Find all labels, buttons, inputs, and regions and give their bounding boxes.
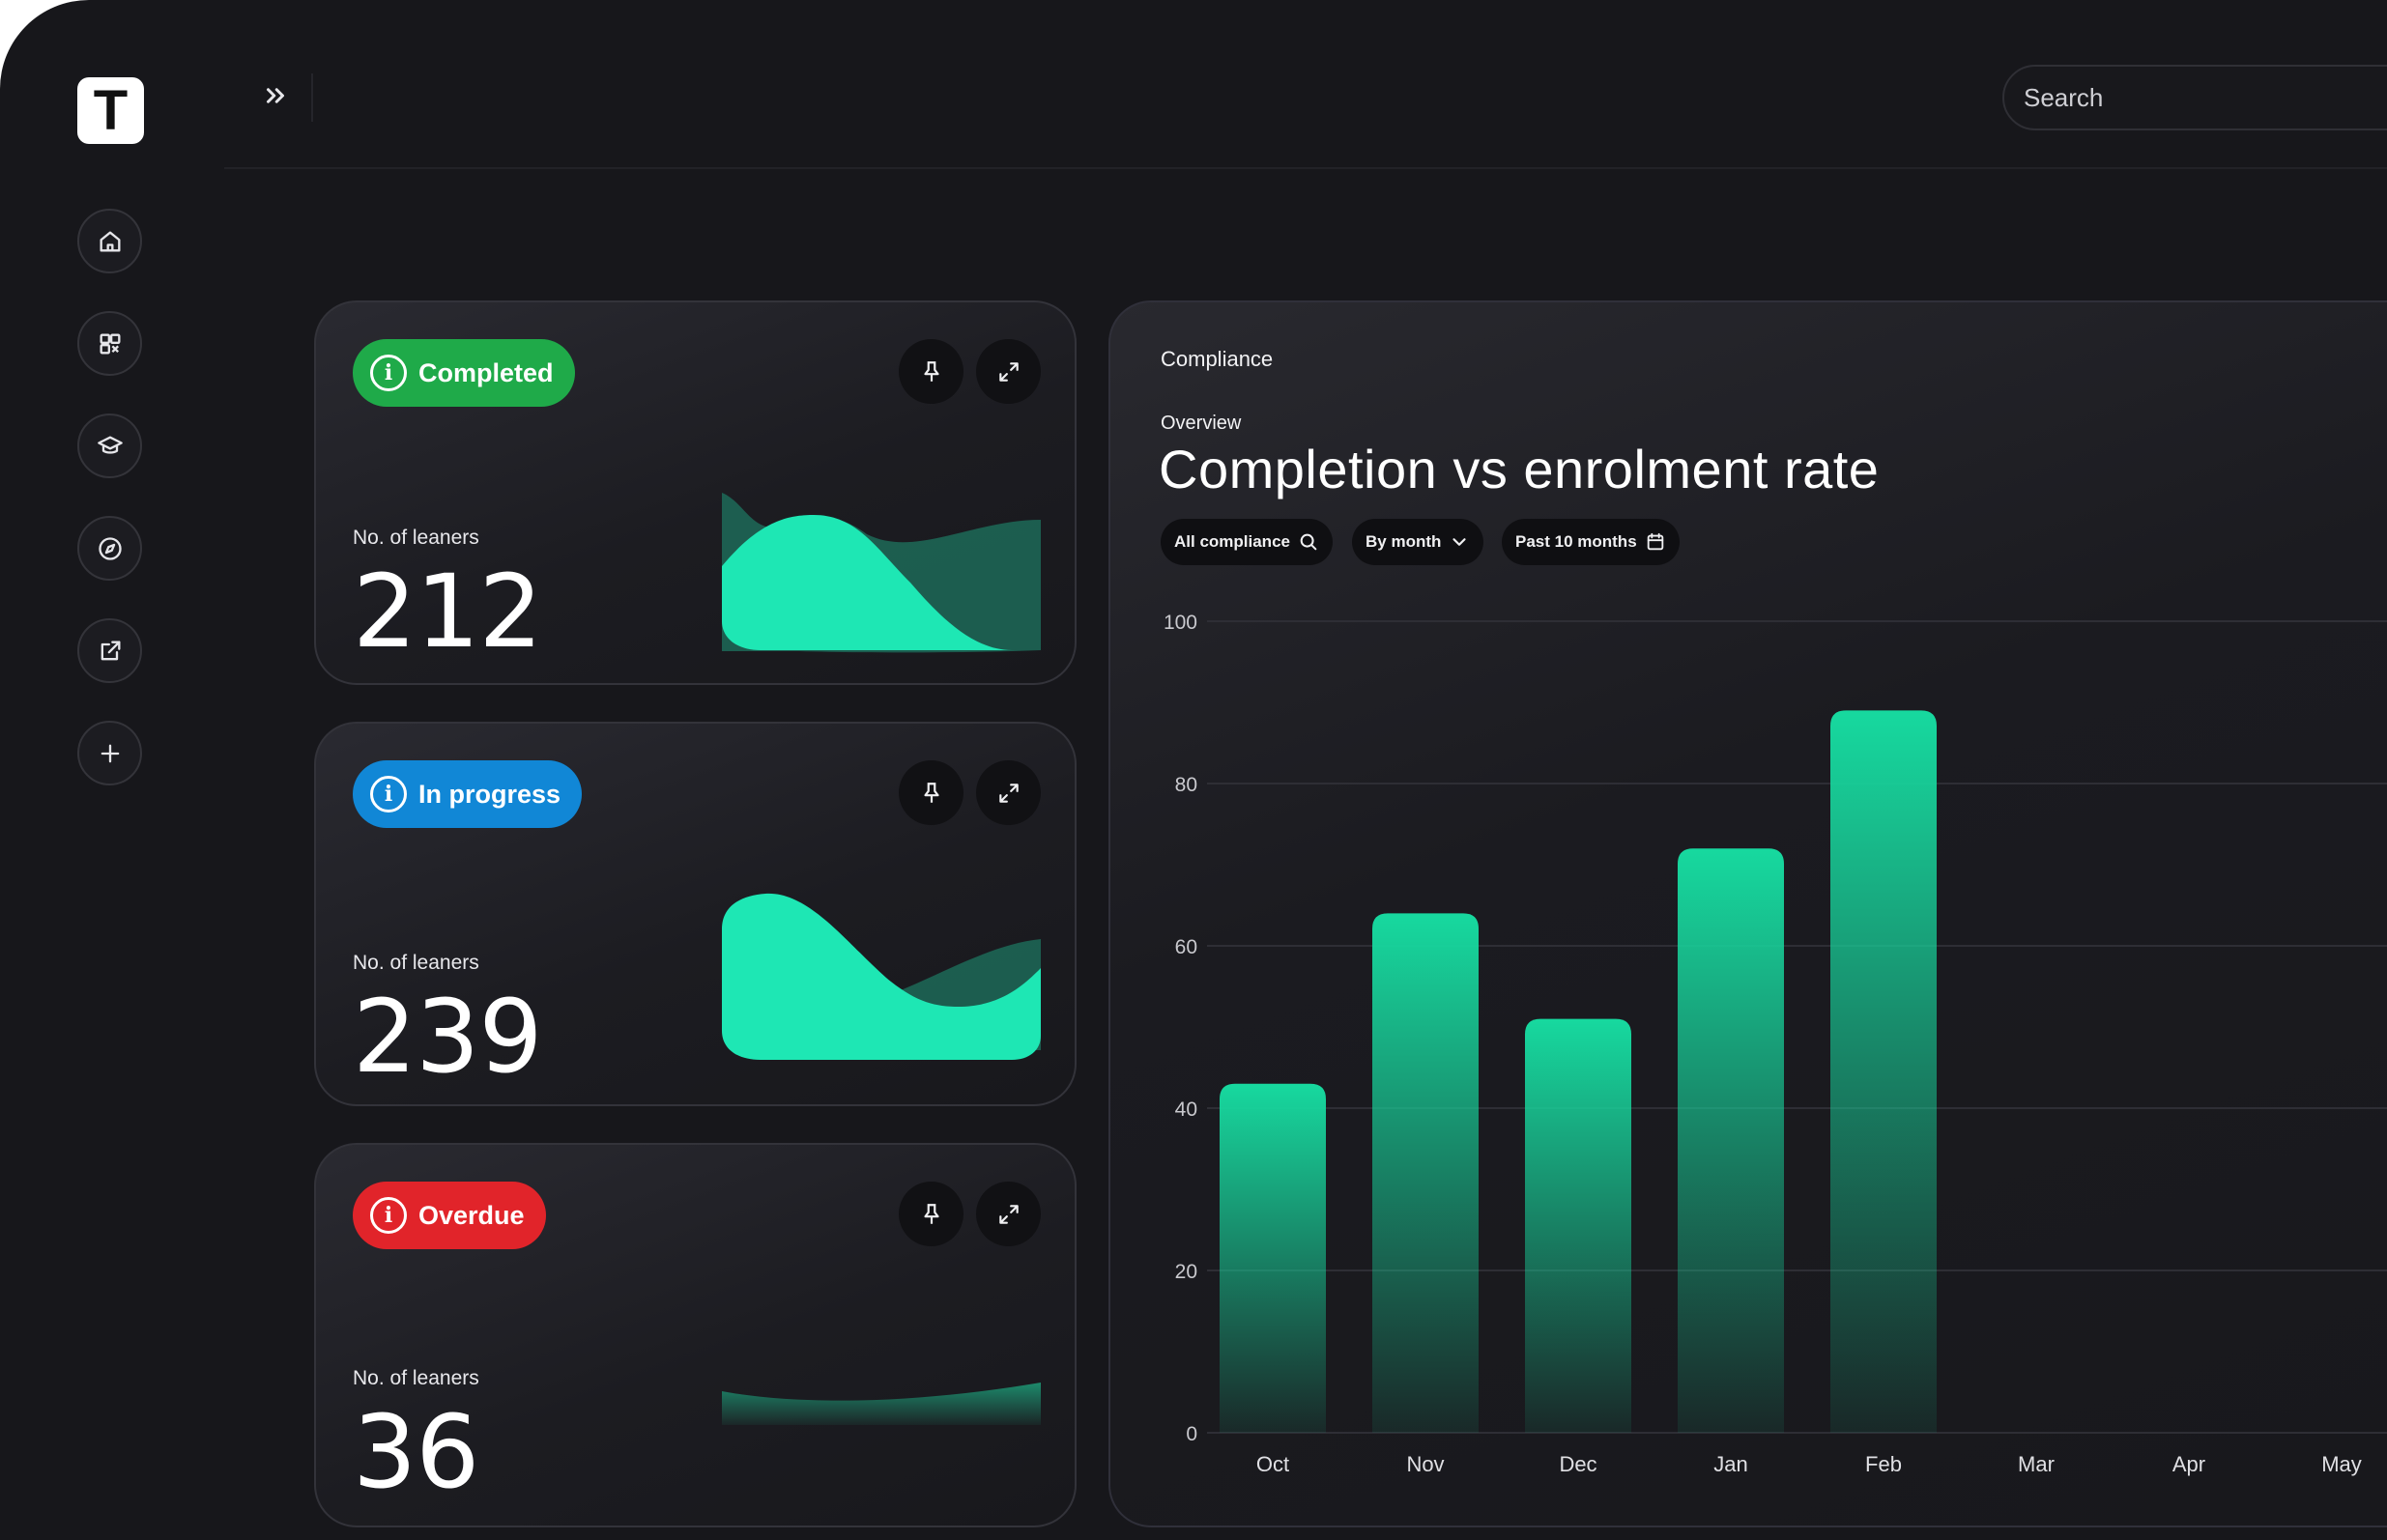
status-badge-label: Overdue <box>418 1200 525 1230</box>
bar-oct[interactable] <box>1220 1083 1326 1433</box>
stat-card-completed: i Completed No. of leaners 212 <box>314 300 1077 685</box>
chart-labels: 0 20 40 60 80 100 Oct Nov Dec Jan Feb Mar Apr May <box>1164 612 2362 1476</box>
pin-button[interactable] <box>899 339 963 404</box>
y-tick-label: 80 <box>1175 774 1197 796</box>
y-tick-label: 100 <box>1164 612 1197 634</box>
mini-area-chart <box>722 893 1041 1060</box>
sidebar-item-add[interactable] <box>77 721 142 785</box>
filter-label: All compliance <box>1174 532 1290 551</box>
stat-value: 212 <box>353 553 543 670</box>
x-tick-label: Dec <box>1559 1452 1596 1476</box>
status-badge-overdue[interactable]: i Overdue <box>353 1182 546 1249</box>
graduation-cap-icon <box>97 436 123 454</box>
stat-label: No. of leaners <box>353 527 479 549</box>
logo-letter: T <box>93 79 129 142</box>
pin-button[interactable] <box>899 1182 963 1246</box>
pin-icon <box>923 360 939 382</box>
stat-card-in-progress: i In progress No. of leaners 239 <box>314 722 1077 1106</box>
bar-nov[interactable] <box>1372 913 1479 1433</box>
filter-label: By month <box>1366 532 1442 551</box>
x-tick-label: Oct <box>1256 1452 1289 1476</box>
expand-icon <box>998 783 1019 803</box>
expand-button[interactable] <box>976 1182 1041 1246</box>
expand-icon <box>998 1204 1019 1224</box>
x-tick-label: Mar <box>2018 1452 2055 1476</box>
info-icon: i <box>370 776 407 813</box>
compliance-chart-card: 0 20 40 60 80 100 Oct Nov Dec Jan Feb Mar Apr May Com… <box>1108 300 2387 1527</box>
mini-area-chart <box>722 1383 1041 1425</box>
y-tick-label: 0 <box>1186 1423 1197 1445</box>
expand-button[interactable] <box>976 760 1041 825</box>
expand-icon <box>998 361 1019 382</box>
pin-icon <box>923 1203 939 1224</box>
overline-label: Overview <box>1161 413 1242 434</box>
double-chevron-right-icon <box>267 88 284 103</box>
mini-area-chart <box>722 493 1041 653</box>
mini-area-front <box>722 1383 1041 1425</box>
sidebar-item-home[interactable] <box>77 209 142 273</box>
header-divider <box>224 167 2387 169</box>
filter-date-range[interactable]: Past 10 months <box>1502 519 1680 565</box>
bar-dec[interactable] <box>1525 1018 1631 1433</box>
filter-label: Past 10 months <box>1515 532 1637 551</box>
pin-icon <box>923 782 939 803</box>
status-badge-in-progress[interactable]: i In progress <box>353 760 583 828</box>
expand-sidebar-button[interactable] <box>259 81 292 114</box>
y-tick-label: 40 <box>1175 1098 1197 1121</box>
stat-label: No. of leaners <box>353 1367 479 1389</box>
completion-bar-chart: 0 20 40 60 80 100 Oct Nov Dec Jan Feb Mar Apr May <box>1164 612 2387 1476</box>
x-tick-label: Nov <box>1406 1452 1444 1476</box>
bar-jan[interactable] <box>1678 848 1784 1433</box>
plus-icon <box>101 744 119 762</box>
x-tick-label: Jan <box>1713 1452 1747 1476</box>
y-tick-label: 20 <box>1175 1261 1197 1283</box>
sidebar-item-apps[interactable] <box>77 311 142 376</box>
home-icon <box>100 231 121 251</box>
search-icon <box>1300 533 1317 551</box>
x-tick-label: Feb <box>1865 1452 1902 1476</box>
sidebar-item-external[interactable] <box>77 618 142 683</box>
chart-title: Completion vs enrolment rate <box>1159 439 1880 499</box>
stat-value: 239 <box>353 978 543 1096</box>
stat-card-overdue: i Overdue No. of leaners 36 <box>314 1143 1077 1527</box>
x-tick-label: Apr <box>2172 1452 2205 1476</box>
stat-value: 36 <box>353 1393 479 1511</box>
y-tick-label: 60 <box>1175 936 1197 958</box>
chart-bars <box>1220 710 1937 1433</box>
compass-icon <box>98 536 122 560</box>
status-badge-label: Completed <box>418 357 554 387</box>
mini-area-front <box>722 515 1012 650</box>
section-label: Compliance <box>1161 347 1274 371</box>
sidebar-item-courses[interactable] <box>77 414 142 478</box>
status-badge-completed[interactable]: i Completed <box>353 339 575 407</box>
sidebar-item-explore[interactable] <box>77 516 142 581</box>
app-logo[interactable]: T <box>77 77 144 144</box>
mini-area-front <box>722 893 1041 1060</box>
external-link-icon <box>101 641 121 660</box>
x-tick-label: May <box>2321 1452 2362 1476</box>
stat-label: No. of leaners <box>353 952 479 974</box>
expand-button[interactable] <box>976 339 1041 404</box>
info-icon: i <box>370 355 407 391</box>
filter-by-month[interactable]: By month <box>1352 519 1484 565</box>
topbar-divider <box>311 73 313 122</box>
calendar-icon <box>1647 532 1663 551</box>
chevron-down-icon <box>1452 538 1466 546</box>
search-input[interactable] <box>2002 65 2387 130</box>
pin-button[interactable] <box>899 760 963 825</box>
filter-all-compliance[interactable]: All compliance <box>1161 519 1333 565</box>
status-badge-label: In progress <box>418 779 561 809</box>
info-icon: i <box>370 1197 407 1234</box>
apps-icon <box>100 333 120 354</box>
bar-feb[interactable] <box>1830 710 1937 1433</box>
